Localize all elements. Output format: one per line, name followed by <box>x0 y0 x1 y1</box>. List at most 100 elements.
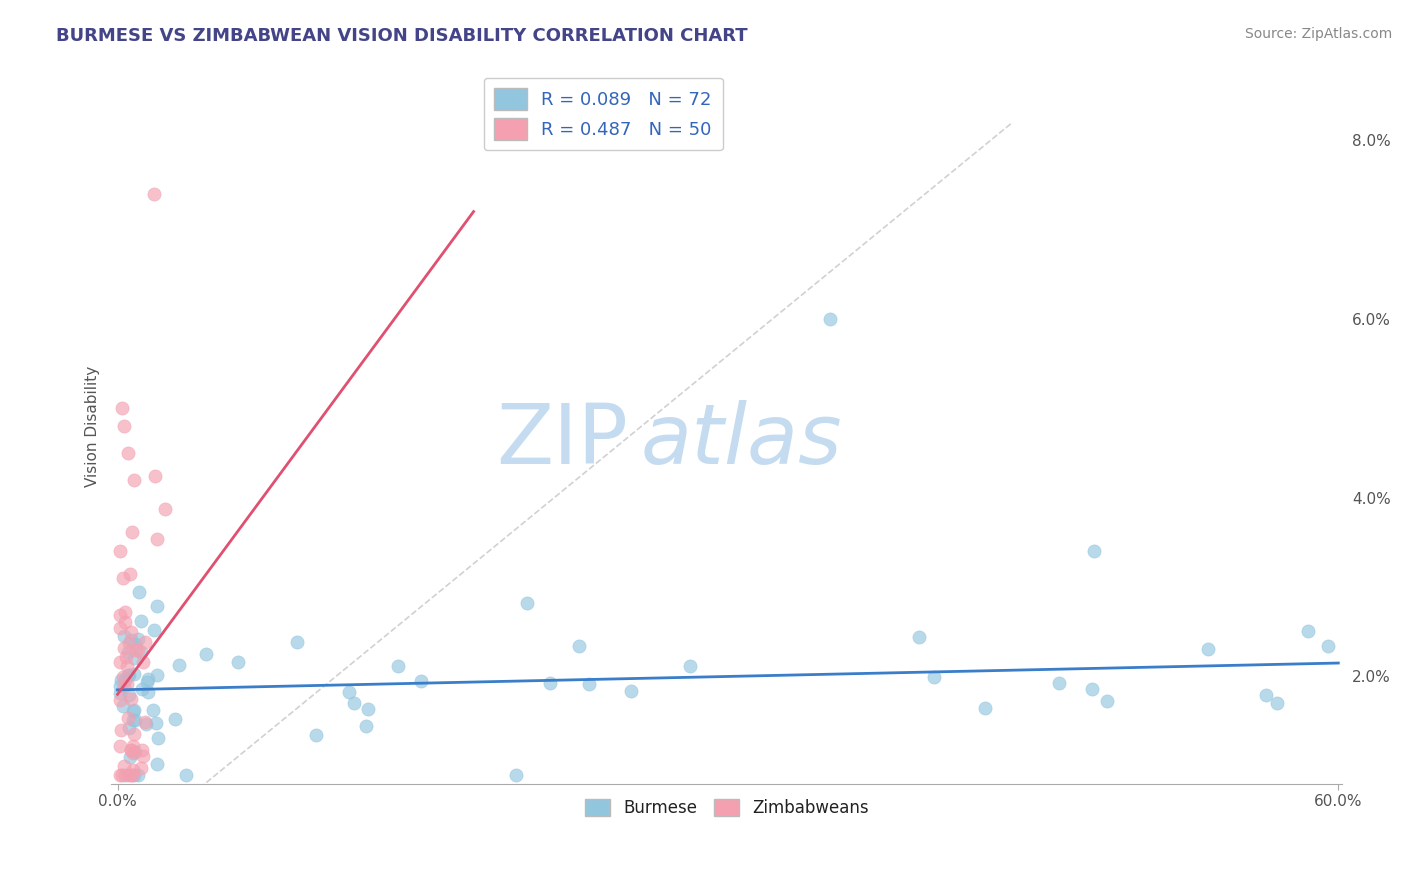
Point <box>121 768 143 782</box>
Point <box>118 668 141 682</box>
Point <box>1197 641 1219 656</box>
Point <box>354 718 377 732</box>
Point <box>134 634 156 648</box>
Point <box>143 186 166 201</box>
Point <box>1256 688 1278 702</box>
Point <box>125 642 148 657</box>
Point <box>122 768 145 782</box>
Point <box>538 675 561 690</box>
Point <box>136 685 159 699</box>
Point <box>118 635 141 649</box>
Point <box>1047 676 1070 690</box>
Point <box>115 677 138 691</box>
Legend: Burmese, Zimbabweans: Burmese, Zimbabweans <box>576 790 877 825</box>
Point <box>146 532 169 546</box>
Point <box>122 704 145 718</box>
Point <box>155 501 177 516</box>
Point <box>131 655 153 669</box>
Y-axis label: Vision Disability: Vision Disability <box>86 366 100 487</box>
Point <box>505 768 527 782</box>
Point <box>110 686 132 700</box>
Point <box>127 632 149 647</box>
Point <box>356 702 378 716</box>
Point <box>143 468 166 483</box>
Point <box>818 311 841 326</box>
Point <box>112 419 135 434</box>
Point <box>112 571 135 585</box>
Point <box>108 544 131 558</box>
Point <box>136 672 159 686</box>
Point <box>124 745 146 759</box>
Point <box>127 768 149 782</box>
Point <box>120 632 142 647</box>
Point <box>112 629 135 643</box>
Point <box>118 566 141 581</box>
Point <box>108 655 131 669</box>
Point <box>129 761 152 775</box>
Point <box>1317 639 1340 653</box>
Point <box>145 599 167 613</box>
Point <box>337 685 360 699</box>
Point <box>194 647 217 661</box>
Text: atlas: atlas <box>641 400 842 481</box>
Point <box>122 739 145 753</box>
Text: BURMESE VS ZIMBABWEAN VISION DISABILITY CORRELATION CHART: BURMESE VS ZIMBABWEAN VISION DISABILITY … <box>56 27 748 45</box>
Point <box>114 768 136 782</box>
Point <box>134 715 156 730</box>
Point <box>165 712 187 726</box>
Point <box>114 615 136 629</box>
Point <box>124 651 146 665</box>
Point <box>128 584 150 599</box>
Point <box>124 713 146 727</box>
Point <box>131 742 153 756</box>
Point <box>146 757 169 772</box>
Point <box>305 728 328 742</box>
Point <box>343 696 366 710</box>
Point <box>118 688 141 702</box>
Point <box>1296 624 1319 638</box>
Point <box>114 673 136 687</box>
Point <box>387 659 409 673</box>
Point <box>108 692 131 706</box>
Point <box>124 666 146 681</box>
Point <box>108 679 131 693</box>
Point <box>120 625 142 640</box>
Point <box>146 668 169 682</box>
Point <box>287 634 309 648</box>
Point <box>108 739 131 753</box>
Point <box>578 677 600 691</box>
Point <box>1265 696 1288 710</box>
Point <box>974 700 997 714</box>
Point <box>567 639 589 653</box>
Point <box>111 768 134 782</box>
Point <box>136 674 159 689</box>
Point <box>620 684 643 698</box>
Point <box>135 717 157 731</box>
Point <box>409 674 432 689</box>
Point <box>108 768 131 782</box>
Point <box>122 473 145 487</box>
Point <box>174 768 197 782</box>
Point <box>129 615 152 629</box>
Point <box>110 401 132 416</box>
Point <box>142 703 165 717</box>
Point <box>117 711 139 725</box>
Point <box>112 698 135 713</box>
Point <box>110 723 132 737</box>
Point <box>115 659 138 673</box>
Point <box>112 758 135 772</box>
Point <box>124 637 146 651</box>
Point <box>110 673 132 687</box>
Point <box>516 596 538 610</box>
Text: Source: ZipAtlas.com: Source: ZipAtlas.com <box>1244 27 1392 41</box>
Point <box>108 608 131 623</box>
Point <box>120 743 142 757</box>
Point <box>124 703 146 717</box>
Point <box>121 713 143 727</box>
Point <box>112 680 135 694</box>
Point <box>117 667 139 681</box>
Point <box>1081 682 1104 697</box>
Point <box>167 657 190 672</box>
Point <box>1083 544 1105 558</box>
Text: ZIP: ZIP <box>496 400 628 481</box>
